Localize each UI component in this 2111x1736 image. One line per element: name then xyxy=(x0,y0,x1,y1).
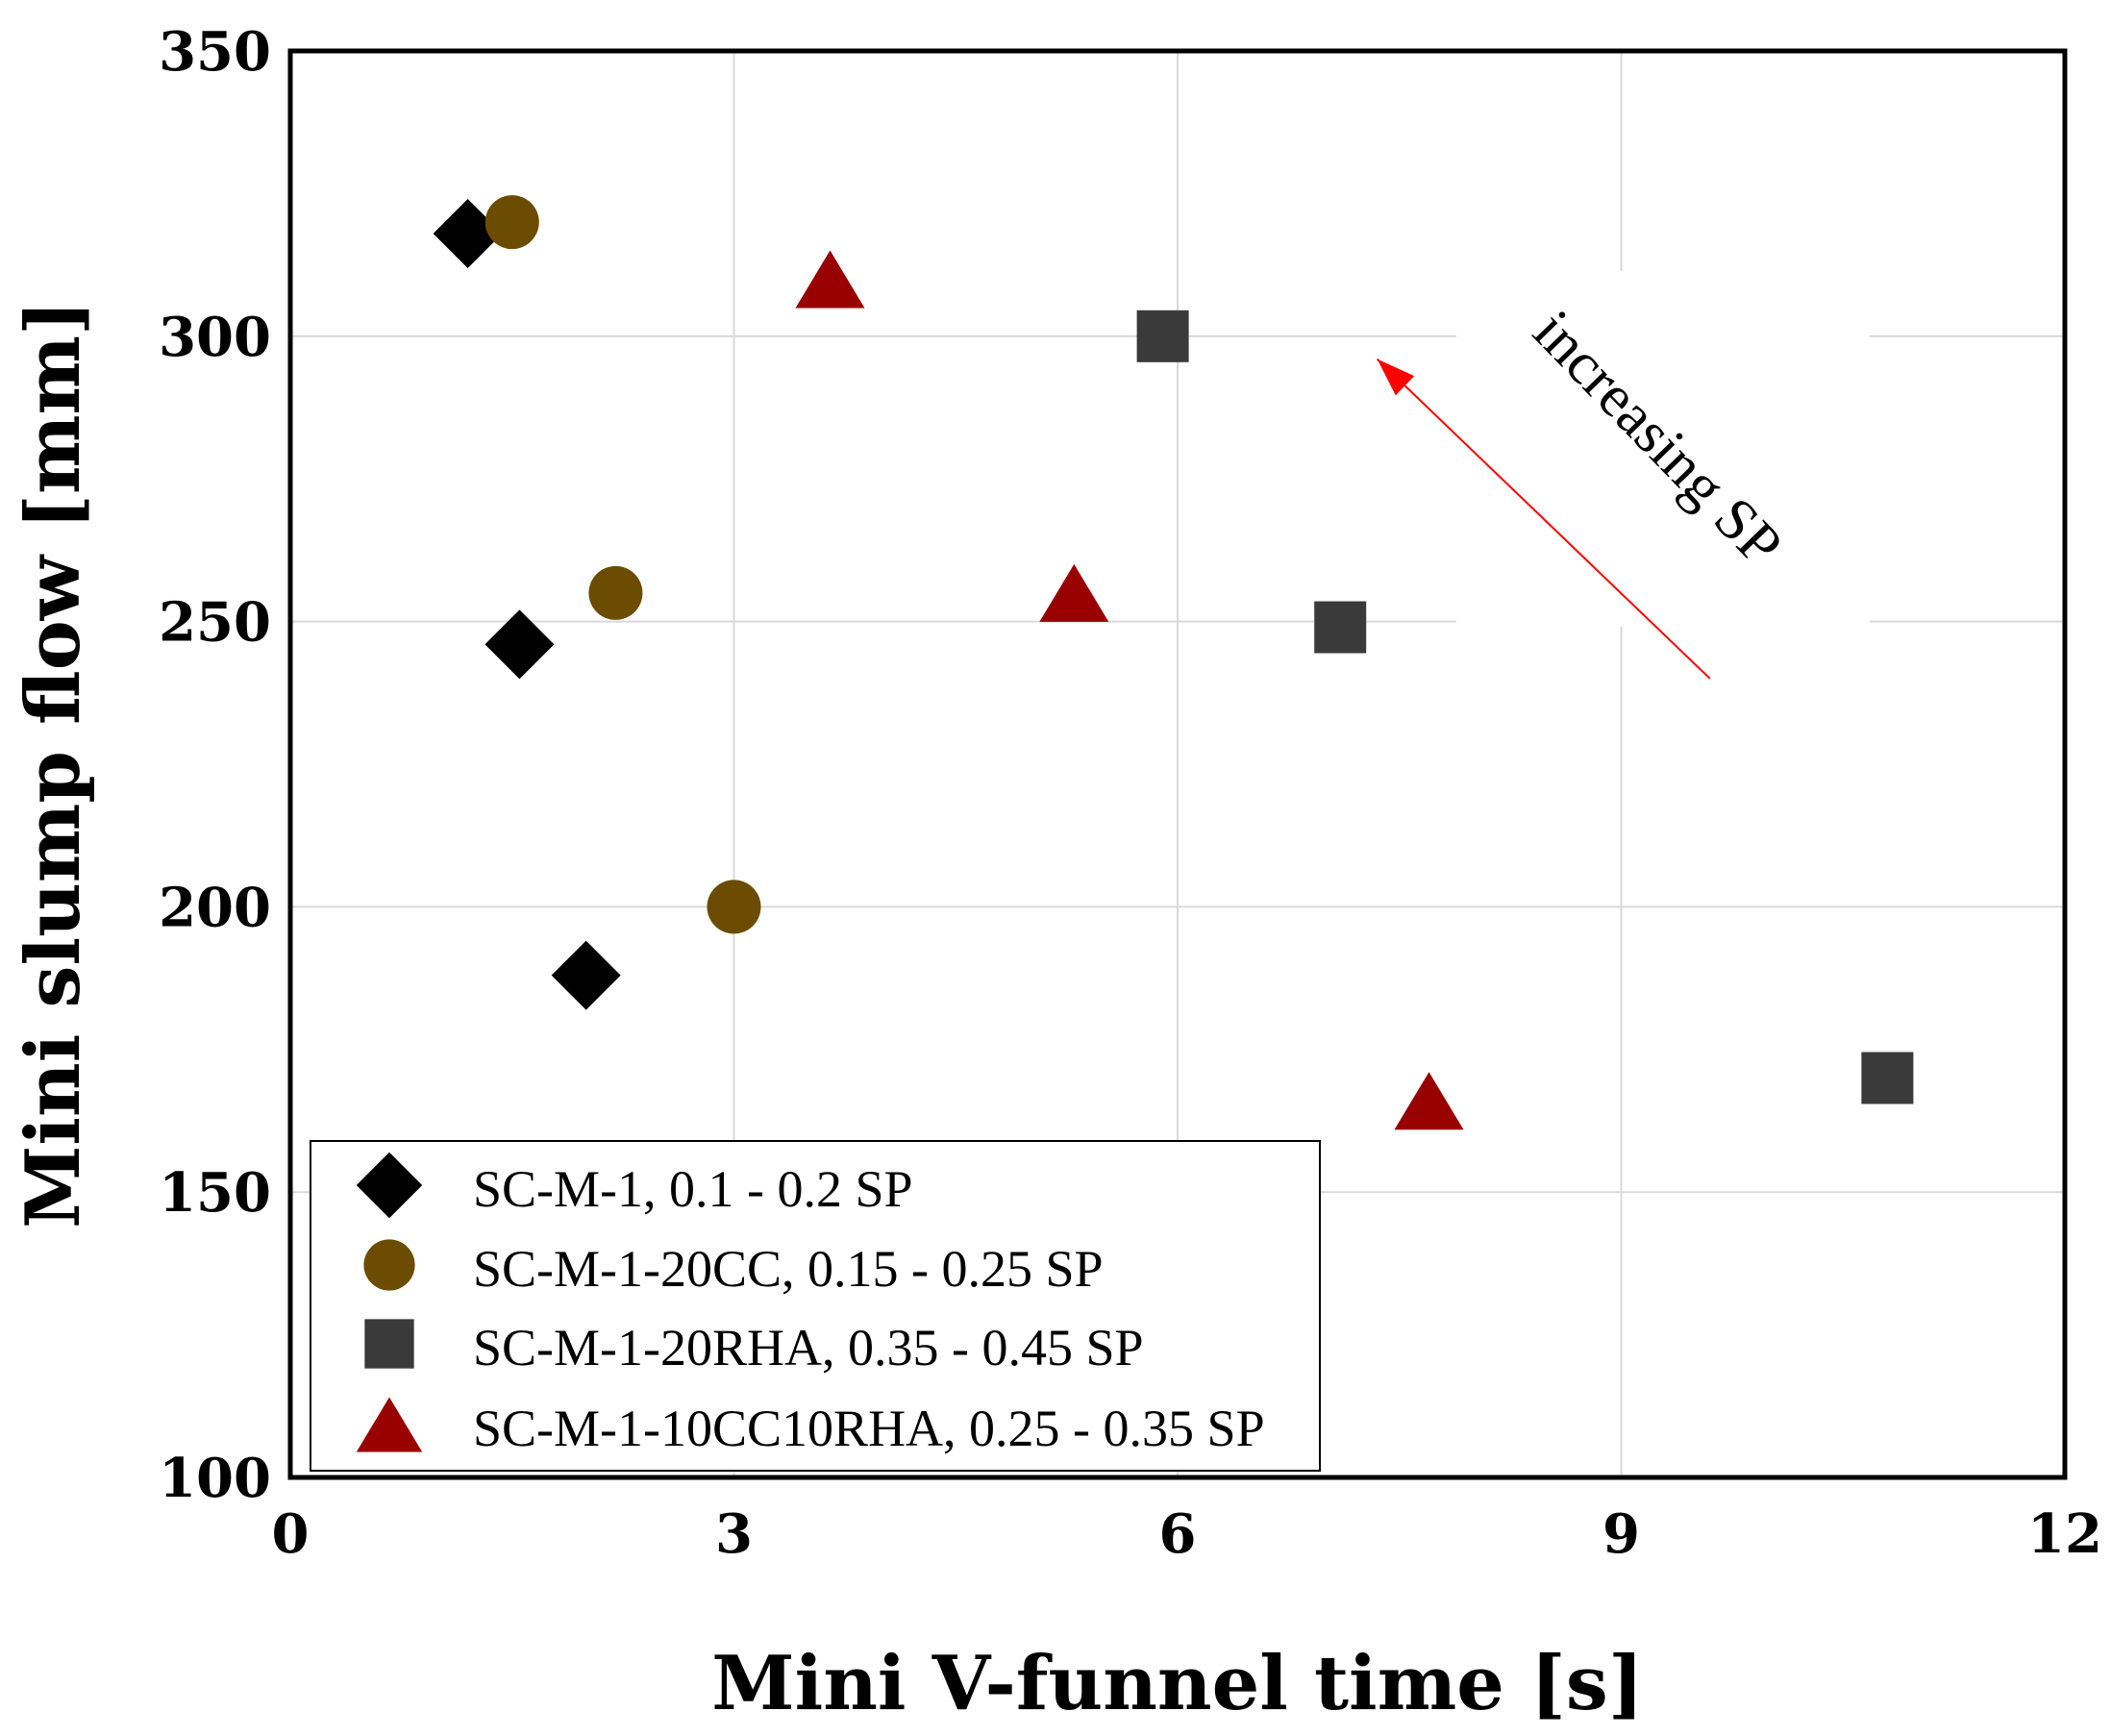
y-tick-label: 200 xyxy=(159,876,271,939)
data-point-circle xyxy=(484,195,539,250)
legend-label: SC-M-1-20RHA, 0.35 - 0.45 SP xyxy=(473,1319,1144,1376)
legend-marker-square xyxy=(364,1319,414,1369)
data-point-diamond xyxy=(484,609,555,680)
annotation-arrow-line xyxy=(1376,358,1711,680)
legend-label: SC-M-1-20CC, 0.15 - 0.25 SP xyxy=(473,1240,1104,1298)
data-point-square xyxy=(1861,1052,1914,1104)
data-point-square xyxy=(1314,601,1367,654)
data-point-triangle xyxy=(1039,563,1109,622)
data-points xyxy=(433,195,1914,1130)
data-point-diamond xyxy=(433,198,503,268)
annotation: increasing SP xyxy=(1376,271,1870,680)
legend-marker-circle xyxy=(363,1239,415,1291)
x-tick-label: 0 xyxy=(272,1502,310,1566)
data-point-circle xyxy=(588,565,643,620)
y-tick-label: 100 xyxy=(159,1447,271,1510)
legend-box xyxy=(310,1140,1321,1472)
x-tick-labels: 0 3 6 9 12 xyxy=(272,1502,2102,1566)
data-point-circle xyxy=(707,880,761,934)
legend-label: SC-M-1, 0.1 - 0.2 SP xyxy=(473,1160,913,1218)
legend-label: SC-M-1-10CC10RHA, 0.25 - 0.35 SP xyxy=(473,1400,1265,1457)
data-point-diamond xyxy=(551,940,621,1010)
x-tick-label: 12 xyxy=(2027,1502,2102,1566)
y-tick-label: 300 xyxy=(159,306,271,369)
legend-marker-triangle xyxy=(356,1397,423,1452)
x-tick-label: 3 xyxy=(715,1502,753,1566)
legend-marker-diamond xyxy=(356,1152,423,1219)
y-axis-title: Mini slump flow [mm] xyxy=(10,300,97,1228)
y-tick-label: 250 xyxy=(159,591,271,655)
data-point-triangle xyxy=(795,250,865,309)
legend: SC-M-1, 0.1 - 0.2 SP SC-M-1-20CC, 0.15 - … xyxy=(310,1140,1321,1472)
data-point-triangle xyxy=(1394,1072,1464,1130)
x-axis-title: Mini V-funnel time [s] xyxy=(711,1640,1643,1727)
x-tick-label: 9 xyxy=(1602,1502,1640,1566)
annotation-background xyxy=(1456,271,1870,627)
y-tick-labels: 100 150 200 250 300 350 xyxy=(159,20,271,1510)
data-point-square xyxy=(1136,310,1189,362)
y-tick-label: 150 xyxy=(159,1161,271,1225)
y-tick-label: 350 xyxy=(159,20,271,84)
annotation-arrowhead xyxy=(1377,359,1415,396)
x-tick-label: 6 xyxy=(1159,1502,1197,1566)
plot-frame xyxy=(287,48,2068,1480)
